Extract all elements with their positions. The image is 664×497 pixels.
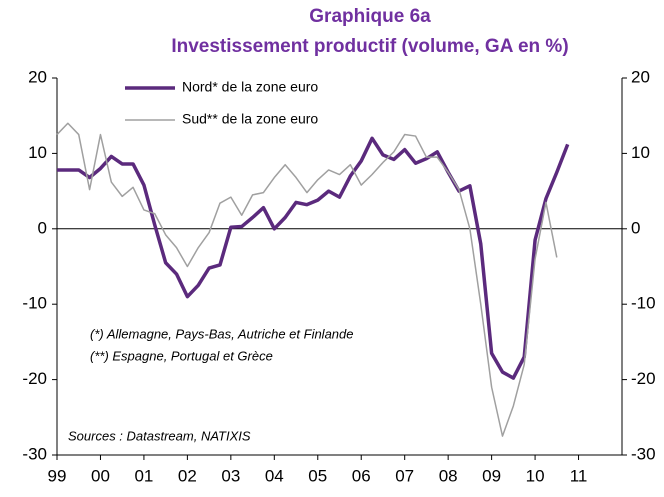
x-tick-label: 08 [439, 466, 458, 485]
x-tick-label: 05 [308, 466, 327, 485]
legend-label: Nord* de la zone euro [182, 79, 318, 95]
x-tick-label: 07 [395, 466, 414, 485]
y2-tick-label: 20 [631, 67, 650, 86]
source: Sources : Datastream, NATIXIS [68, 428, 251, 443]
annotation: (**) Espagne, Portugal et Grèce [90, 348, 273, 363]
x-tick-label: 99 [48, 466, 67, 485]
annotation: (*) Allemagne, Pays-Bas, Autriche et Fin… [90, 326, 354, 341]
y-tick-label: 10 [28, 143, 47, 162]
y-tick-label: 0 [38, 218, 47, 237]
y-tick-label: -30 [22, 444, 47, 463]
y-tick-label: -10 [22, 294, 47, 313]
x-tick-label: 09 [482, 466, 501, 485]
chart-subtitle: Investissement productif (volume, GA en … [171, 36, 568, 57]
y2-tick-label: -10 [631, 294, 656, 313]
chart-title: Graphique 6a [309, 6, 431, 27]
x-tick-label: 11 [570, 466, 588, 485]
y2-tick-label: -30 [631, 444, 656, 463]
y2-tick-label: 10 [631, 143, 650, 162]
x-tick-label: 02 [178, 466, 197, 485]
y2-tick-label: 0 [631, 218, 640, 237]
x-tick-label: 04 [265, 466, 284, 485]
y-tick-label: -20 [22, 369, 47, 388]
x-tick-label: 01 [134, 466, 153, 485]
x-tick-label: 00 [91, 466, 110, 485]
y-tick-label: 20 [28, 67, 47, 86]
x-tick-label: 03 [221, 466, 240, 485]
x-tick-label: 06 [352, 466, 371, 485]
legend-label: Sud** de la zone euro [182, 111, 318, 127]
series-line [56, 122, 558, 437]
y2-tick-label: -20 [631, 369, 656, 388]
x-tick-label: 10 [526, 466, 545, 485]
series-line [57, 136, 570, 380]
